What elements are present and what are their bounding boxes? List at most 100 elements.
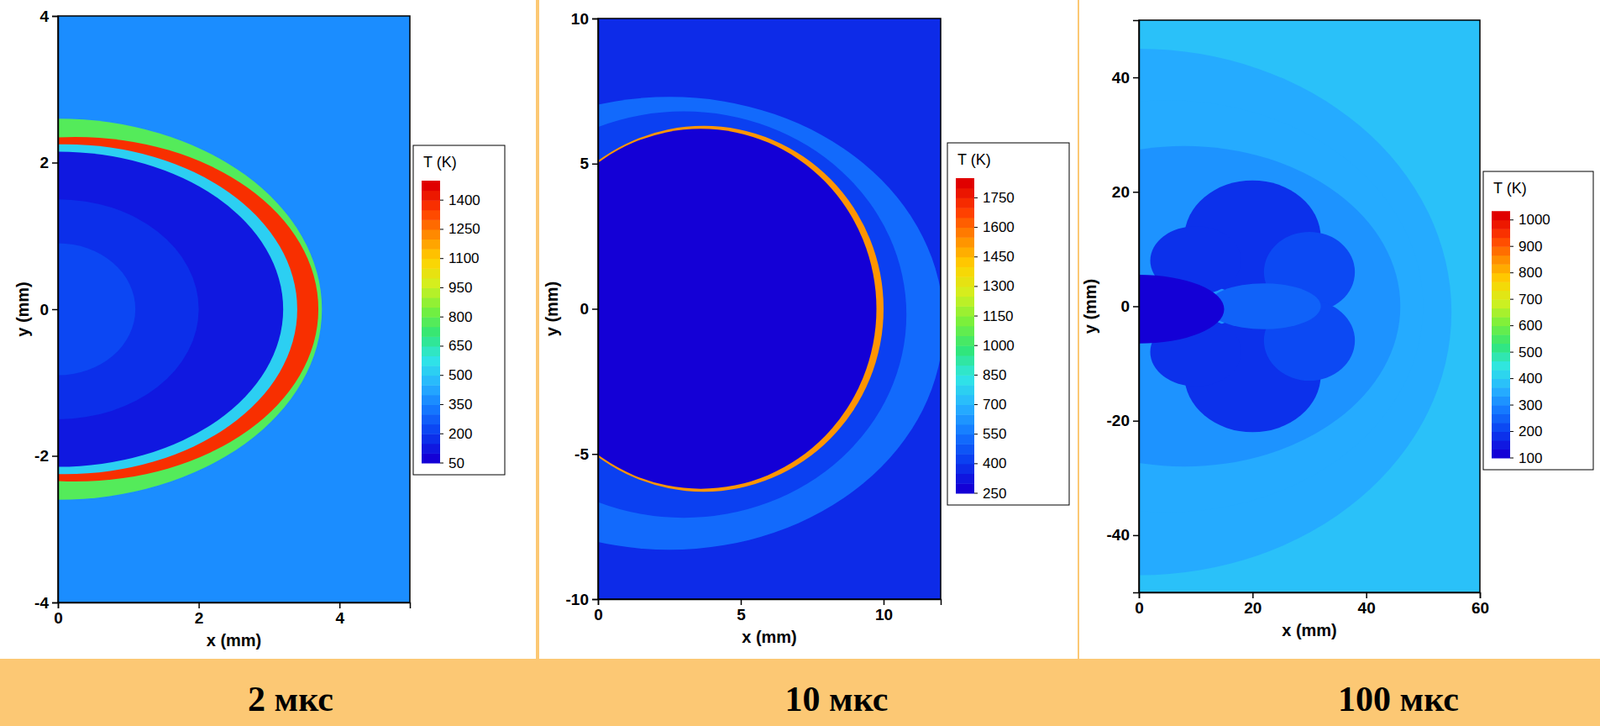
- colorbar-title: T (K): [1493, 179, 1527, 197]
- colorbar-band: [955, 286, 975, 297]
- colorbar-band: [1491, 431, 1511, 441]
- colorbar-tick-label: 650: [448, 337, 473, 354]
- plot-frame: [598, 18, 941, 599]
- colorbar-band: [421, 287, 441, 298]
- colorbar-band: [421, 424, 441, 435]
- colorbar-band: [1491, 237, 1511, 247]
- colorbar-band: [1491, 396, 1511, 406]
- panel-title: 100 мкс: [1337, 679, 1459, 719]
- colorbar-tick-label: 500: [1518, 344, 1543, 361]
- colorbar-band: [421, 297, 441, 308]
- x-axis-line: [58, 603, 411, 609]
- colorbar-band: [421, 346, 441, 357]
- x-tick-mark: [198, 602, 200, 609]
- plot-frame: [1138, 20, 1480, 593]
- colorbar-tick: [974, 315, 978, 317]
- colorbar-band: [1491, 255, 1511, 265]
- y-axis: -10-50510: [566, 10, 599, 609]
- colorbar-band: [955, 384, 975, 395]
- x-tick-mark: [339, 602, 341, 609]
- x-tick-label: 5: [736, 605, 746, 624]
- colorbar-band: [1491, 422, 1511, 432]
- colorbar-band: [421, 316, 441, 327]
- x-axis: 0204060: [1134, 592, 1490, 617]
- x-tick-label: 0: [593, 605, 604, 624]
- colorbar-band: [955, 473, 975, 484]
- colorbar-tick: [974, 374, 978, 376]
- y-tick-mark: [592, 598, 599, 601]
- temperature-region: [1138, 48, 1452, 576]
- panel-title: 10 мкс: [785, 679, 889, 719]
- colorbar-tick: [440, 287, 444, 289]
- y-tick-label: 2: [39, 153, 49, 172]
- y-tick-mark: [1133, 305, 1139, 308]
- colorbar-tick: [1510, 325, 1514, 326]
- y-tick-mark: [52, 15, 58, 18]
- colorbar-band: [955, 482, 975, 494]
- y-tick: 0: [1120, 297, 1139, 315]
- colorbar-tick: [974, 285, 978, 287]
- y-tick: -20: [1106, 411, 1139, 430]
- colorbar-tick: [440, 403, 444, 405]
- colorbar-tick: [974, 433, 978, 435]
- x-tick: 0: [1134, 592, 1144, 617]
- colorbar-band: [421, 239, 441, 250]
- colorbar-band: [1491, 220, 1511, 230]
- panel: 0204060-40-2002040x (mm)y (mm)T (K)10020…: [826, 0, 1600, 719]
- colorbar-band: [421, 326, 441, 337]
- y-axis-title: y (mm): [1080, 278, 1100, 335]
- y-tick-mark: [592, 453, 599, 456]
- y-tick: 0: [39, 300, 58, 319]
- colorbar-band: [421, 229, 441, 240]
- colorbar-tick: [974, 403, 978, 405]
- y-tick-mark: [592, 308, 599, 310]
- colorbar: T (K)25040055070085010001150130014501600…: [947, 142, 1070, 505]
- x-tick: 20: [1243, 592, 1262, 617]
- colorbar-band: [1491, 325, 1511, 336]
- colorbar-tick: [440, 433, 444, 435]
- x-tick: 2: [194, 602, 205, 627]
- colorbar-tick: [974, 462, 978, 464]
- x-tick-mark: [1479, 592, 1482, 599]
- colorbar-tick: [974, 345, 978, 347]
- colorbar-tick-label: 900: [1518, 238, 1543, 255]
- x-axis: 024: [53, 602, 410, 627]
- colorbar-tick: [1510, 351, 1514, 353]
- colorbar-band: [955, 434, 975, 445]
- colorbar-tick-label: 1000: [982, 337, 1015, 354]
- colorbar-band: [421, 267, 441, 279]
- colorbar-band: [421, 414, 441, 425]
- colorbar-band: [1491, 404, 1511, 415]
- colorbar-band: [421, 335, 441, 347]
- colorbar-band: [421, 356, 441, 367]
- colorbar-tick-label: 1150: [982, 308, 1014, 325]
- x-tick: 0: [593, 598, 604, 624]
- y-axis-line: [592, 19, 599, 600]
- x-tick-mark: [883, 598, 886, 605]
- colorbar-tick-label: 950: [448, 279, 473, 296]
- colorbar-tick: [1510, 299, 1514, 300]
- y-tick: -5: [574, 445, 599, 463]
- y-tick-label: 40: [1112, 68, 1130, 87]
- temperature-region: [57, 151, 284, 467]
- colorbar-tick-label: 300: [1518, 397, 1543, 414]
- y-tick-label: -20: [1106, 411, 1130, 430]
- y-tick: 5: [579, 154, 599, 173]
- field: [1138, 20, 1480, 593]
- y-tick: 10: [571, 10, 599, 28]
- x-axis-line: [1139, 592, 1481, 599]
- colorbar-band: [421, 452, 441, 463]
- y-tick: 0: [579, 299, 599, 318]
- y-tick-label: 10: [571, 10, 589, 28]
- x-tick-label: 20: [1243, 598, 1262, 617]
- colorbar-band: [421, 375, 441, 386]
- colorbar-band: [1491, 246, 1511, 256]
- colorbar-band: [421, 258, 441, 269]
- colorbar-band: [955, 207, 975, 218]
- temperature-region: [57, 144, 298, 475]
- y-tick-label: 0: [1120, 297, 1130, 315]
- y-tick: 2: [39, 153, 58, 172]
- plot-frame: [57, 15, 410, 603]
- colorbar-title: T (K): [957, 151, 992, 168]
- colorbar-tick: [440, 374, 444, 376]
